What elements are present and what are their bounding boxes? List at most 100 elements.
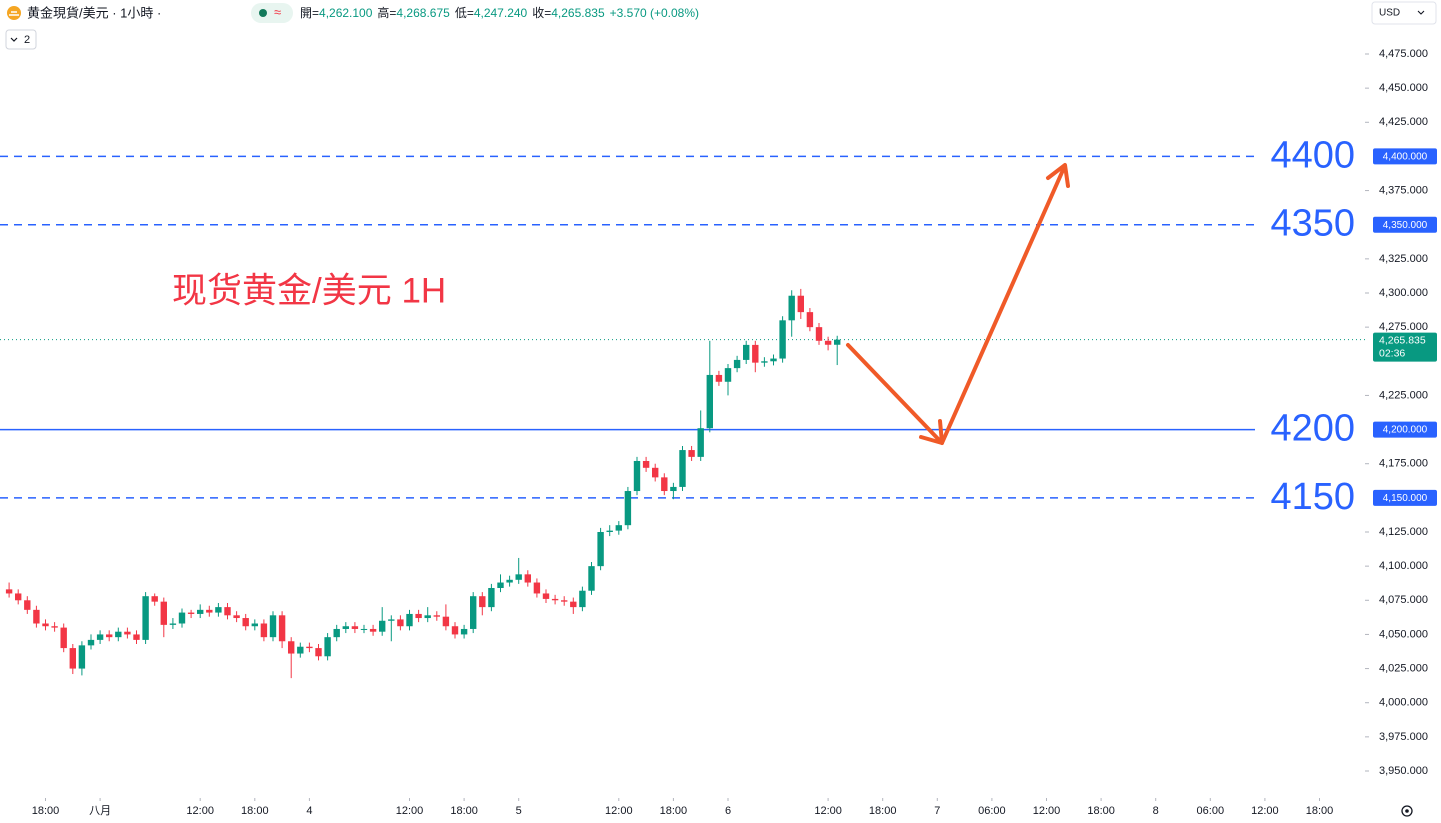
chevron [1417,10,1425,15]
level-tag-label: 4,200.000 [1383,425,1428,436]
candle-body [570,601,577,608]
candle-body [433,615,440,617]
candle-body [124,631,131,635]
candle-body [551,598,559,601]
y-tick-label: 4,225.000 [1379,389,1428,401]
symbol-icon [7,6,21,20]
y-tick-label: 4,325.000 [1379,253,1428,265]
candle-body [269,615,277,638]
candle-body [306,646,313,649]
y-tick-label: 4,075.000 [1379,594,1428,606]
ohlc-key: 高= [377,5,396,20]
y-tick-label: 4,175.000 [1379,458,1428,470]
candle-body [579,590,586,608]
candle-body [542,593,550,599]
y-tick-label: 3,975.000 [1379,731,1428,743]
level-tag [1373,148,1437,165]
candle-body [733,359,741,369]
ohlc-key: 低= [455,6,474,20]
candle-body [761,361,768,363]
level-tag-label: 4,150.000 [1383,493,1428,504]
x-tick-label: 5 [516,805,522,817]
y-tick-label: 4,275.000 [1379,321,1428,333]
x-tick-label: 12:00 [396,805,424,817]
x-tick-label: 18:00 [869,805,897,817]
y-tick-label: 4,125.000 [1379,526,1428,538]
candle-body [315,648,322,657]
candle-body [779,320,786,359]
chevron [10,37,18,42]
candle-body [743,344,750,360]
candle-body [815,327,823,341]
candle-body [242,618,249,627]
candle-body [78,645,86,669]
candle-body [142,596,149,640]
candle-body [397,619,404,627]
settings-gear[interactable] [1401,805,1413,817]
symbol-title[interactable]: 黄金現貨/美元 · 1小時 · [27,5,161,20]
candle-body [506,579,513,583]
ohlc-value: 4,262.100 [319,6,373,20]
y-tick-label: 4,300.000 [1379,287,1428,299]
candle-body [415,613,422,619]
candle-body [60,627,67,649]
candle-body [106,634,113,638]
currency-select[interactable] [1371,1,1437,25]
x-tick-label: 18:00 [1087,805,1115,817]
x-tick-label: 12:00 [814,805,842,817]
candle-body [406,613,413,627]
candle-body [752,344,759,363]
x-tick-label: 06:00 [978,805,1006,817]
last-price-tag [1373,332,1437,362]
x-tick-label: 8 [1153,805,1159,817]
indicator-count: 2 [24,34,30,46]
y-tick-label: 4,100.000 [1379,560,1428,572]
candle-body [533,582,541,594]
arrow-head [1046,163,1070,188]
ohlc-change: +3.570 (+0.08%) [610,6,699,20]
level-big-label: 4150 [1270,476,1355,518]
candle-body [724,368,732,382]
candle-body [706,374,713,429]
candle-body [115,631,122,638]
ohlc-key: 收= [532,6,551,20]
x-tick-label: 18:00 [660,805,688,817]
candle-body [442,616,450,627]
candle-body [697,428,704,457]
candle-body [379,620,386,632]
candle-body [661,477,668,492]
candle-body [497,582,504,588]
candle-body [360,628,368,630]
candle-body [479,596,486,608]
x-tick-label: 八月 [89,805,111,817]
candle-body [133,634,140,640]
candle-body [597,532,604,567]
last-price-label: 4,265.835 [1379,334,1426,346]
candle-body [770,358,777,362]
candle-body [278,615,286,642]
candle-body [251,623,258,627]
candle-body [233,615,240,619]
candle-body [187,612,195,614]
status-pill[interactable] [251,3,293,23]
settings-gear-center [1405,809,1409,813]
status-dot [259,9,267,17]
x-tick-label: 12:00 [1033,805,1061,817]
level-big-label: 4200 [1270,408,1355,450]
ohlc-key: 開= [300,6,319,20]
level-big-label: 4350 [1270,203,1355,245]
indicator-toggle[interactable] [5,29,37,50]
ohlc-value: 4,265.835 [551,6,605,20]
x-tick-label: 4 [306,805,312,817]
candle-body [169,623,177,625]
level-big-label: 4400 [1270,134,1355,176]
x-tick-label: 06:00 [1197,805,1225,817]
y-tick-label: 4,425.000 [1379,116,1428,128]
candle-body [24,600,31,610]
candle-body [624,491,632,526]
candle-body [679,450,686,487]
candle-body [834,339,841,345]
ohlc-value: 4,247.240 [474,6,528,20]
annotation: 现货黄金/美元 1H [172,271,446,310]
candle-body [670,486,677,492]
